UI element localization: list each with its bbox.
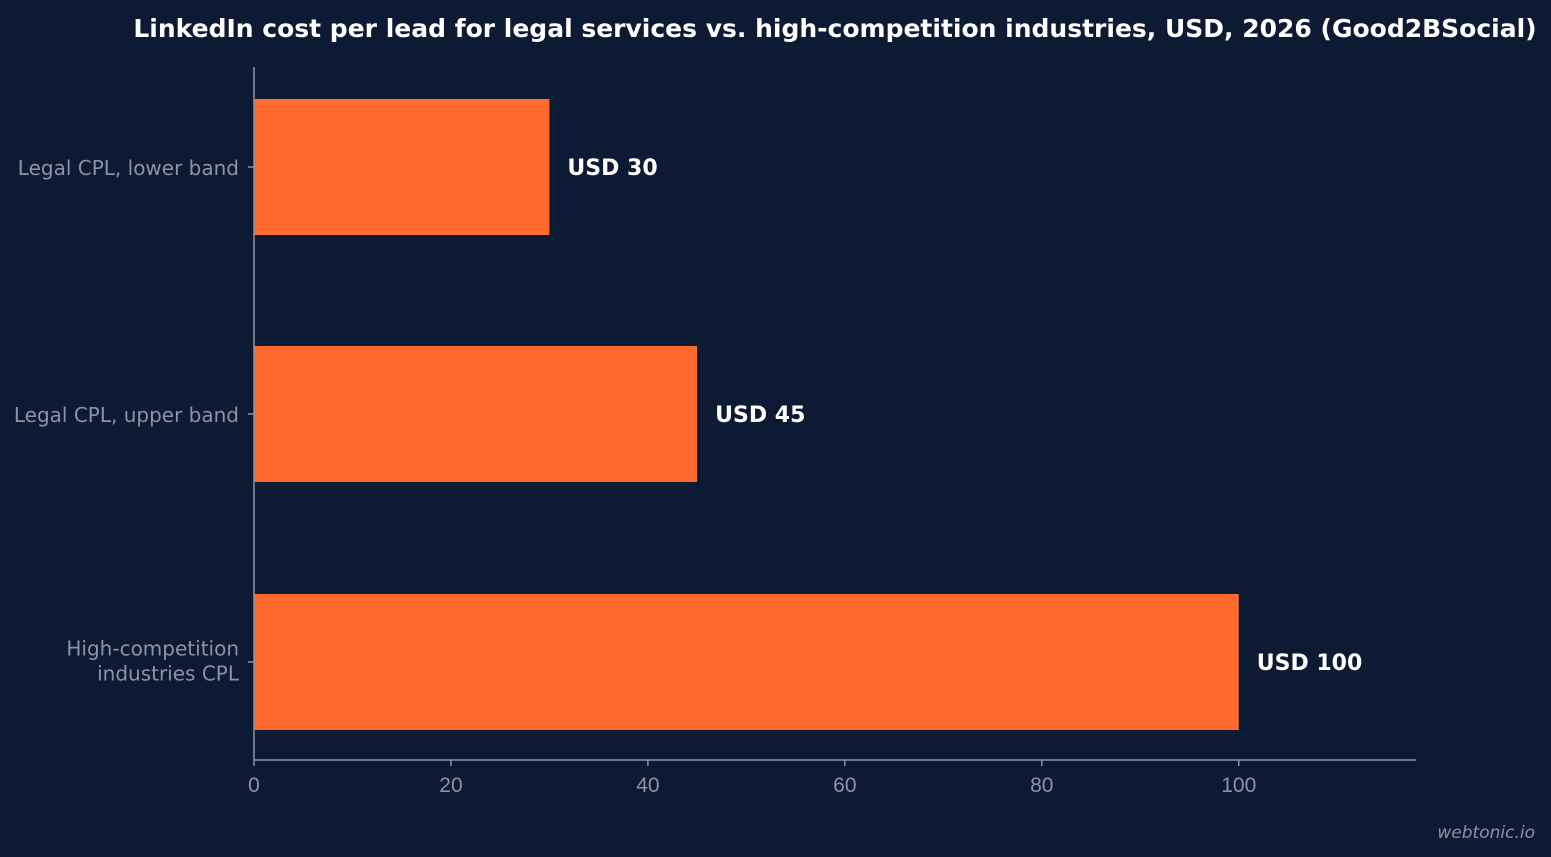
- watermark: webtonic.io: [1437, 823, 1535, 843]
- data-label-2: USD 100: [1257, 651, 1363, 676]
- y-category-label-2: High-competition industries CPL: [66, 637, 239, 686]
- chart-title: LinkedIn cost per lead for legal service…: [133, 14, 1536, 43]
- x-tick-label-0: 0: [248, 774, 260, 797]
- x-tick-label-5: 100: [1221, 774, 1256, 797]
- bar-1: [254, 346, 698, 482]
- y-category-label-1: Legal CPL, upper band: [14, 403, 239, 427]
- x-tick-label-2: 40: [636, 774, 659, 797]
- bar-2: [254, 594, 1239, 730]
- x-tick-label-3: 60: [833, 774, 856, 797]
- y-category-label-0: Legal CPL, lower band: [18, 156, 239, 180]
- axes-group: [248, 67, 1416, 766]
- data-label-0: USD 30: [567, 156, 657, 181]
- x-tick-label-4: 80: [1030, 774, 1053, 797]
- data-label-1: USD 45: [715, 403, 805, 428]
- x-tick-label-1: 20: [439, 774, 462, 797]
- bar-0: [254, 99, 550, 235]
- bars-group: [254, 99, 1239, 730]
- labels-group: USD 30 USD 45 USD 100 0 20 40 60 80 100 Legal CPL…: [14, 156, 1362, 797]
